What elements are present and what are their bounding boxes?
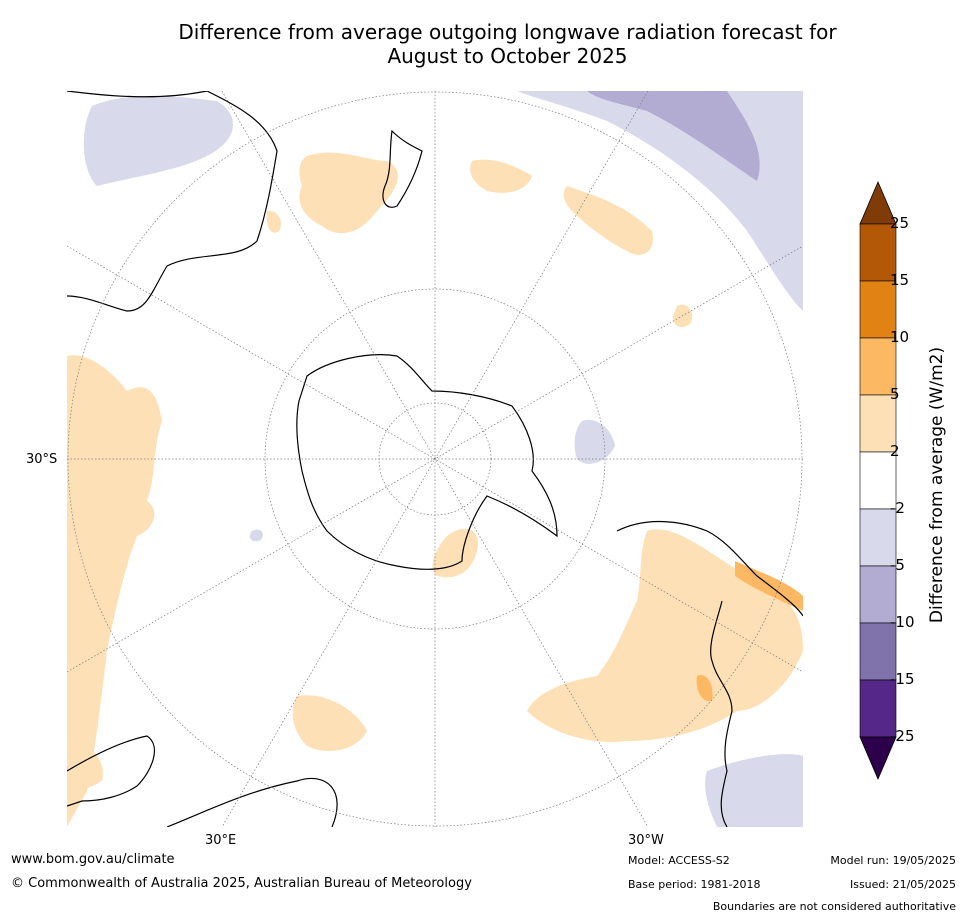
colorbar-band — [859, 451, 897, 510]
colorbar-band — [859, 337, 897, 396]
longitude-label-30w: 30°W — [628, 833, 664, 848]
colorbar-tick-label: -10 — [890, 613, 915, 631]
title-line-2: August to October 2025 — [387, 44, 628, 68]
colorbar-tick-label: -5 — [890, 556, 905, 574]
negative-anomaly-regions — [83, 91, 803, 827]
colorbar-band — [859, 622, 897, 681]
positive-anomaly-regions — [67, 152, 803, 827]
issued-text: Issued: 21/05/2025 — [849, 878, 956, 891]
polar-map — [67, 91, 803, 827]
colorbar — [859, 180, 897, 781]
colorbar-band — [859, 394, 897, 453]
latitude-label-30s: 30°S — [26, 452, 58, 467]
boundaries-note: Boundaries are not considered authoritat… — [712, 900, 956, 913]
copyright-text: © Commonwealth of Australia 2025, Austra… — [11, 876, 472, 891]
colorbar-tick-label: -25 — [890, 727, 915, 745]
title-line-1: Difference from average outgoing longwav… — [178, 20, 837, 44]
website-text: www.bom.gov.au/climate — [11, 852, 175, 867]
colorbar-band — [859, 679, 897, 738]
graticule — [67, 91, 803, 827]
map-title: Difference from average outgoing longwav… — [150, 20, 865, 68]
colorbar-band — [859, 280, 897, 339]
coastlines — [67, 91, 803, 827]
colorbar-tick-label: 10 — [890, 328, 910, 346]
colorbar-arrow-bottom — [859, 736, 897, 781]
model-run-text: Model run: 19/05/2025 — [830, 854, 956, 867]
colorbar-tick-label: 15 — [890, 271, 910, 289]
colorbar-tick-label: 5 — [890, 385, 900, 403]
colorbar-tick-label: 2 — [890, 442, 900, 460]
base-period-text: Base period: 1981-2018 — [628, 878, 761, 891]
colorbar-tick-label: -2 — [890, 499, 905, 517]
colorbar-tick-label: 25 — [890, 214, 910, 232]
longitude-label-30e: 30°E — [205, 833, 237, 848]
colorbar-title: Difference from average (W/m2) — [927, 346, 947, 624]
model-text: Model: ACCESS-S2 — [628, 854, 730, 867]
colorbar-band — [859, 223, 897, 282]
colorbar-band — [859, 565, 897, 624]
colorbar-band — [859, 508, 897, 567]
colorbar-tick-label: -15 — [890, 670, 915, 688]
